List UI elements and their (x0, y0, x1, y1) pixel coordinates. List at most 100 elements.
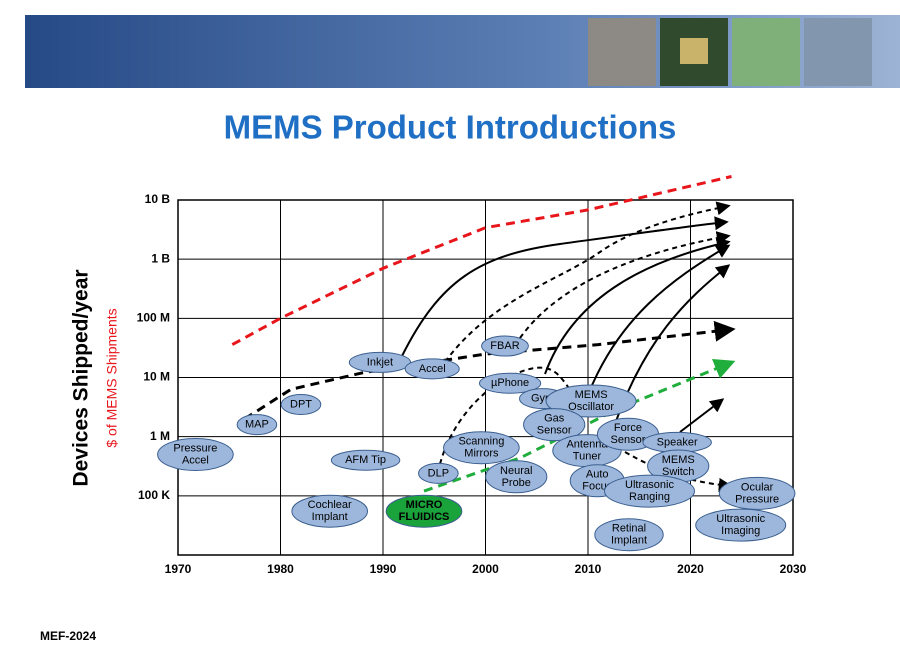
product-label-line: Neural (500, 465, 532, 477)
product-label-line: Probe (502, 477, 531, 489)
product-label-line: DLP (428, 467, 449, 479)
y-tick-label: 100 M (137, 311, 170, 325)
product-label: FBAR (490, 340, 519, 352)
product-label-line: Inkjet (367, 356, 393, 368)
product-point (330, 449, 401, 471)
product-label-line: Pressure (735, 493, 779, 505)
footer: MEF-2024 (40, 629, 96, 643)
product-label: Ultrasonic Imaging (716, 513, 765, 537)
y-tick-label: 1 B (151, 251, 170, 265)
header-photo-detail (680, 38, 708, 64)
product-label: Ocular Pressure (735, 481, 779, 505)
product-point (418, 462, 459, 484)
product-label-line: MEMS (662, 454, 695, 466)
product-label-line: MEMS (575, 389, 608, 401)
products: Pressure AccelMAPDPTInkjetAccelFBARµPhone… (157, 335, 796, 552)
title: MEMS Product Introductions (224, 109, 677, 146)
product-label-line: Ultrasonic (716, 513, 765, 525)
product-point (236, 414, 278, 436)
product-label-line: Ranging (629, 491, 670, 503)
product-label-line: Gas (544, 412, 565, 424)
product-label-line: Imaging (721, 525, 760, 537)
product-label: DPT (290, 398, 312, 410)
product-label: DLP (428, 467, 449, 479)
product-label-line: Retinal (612, 523, 646, 535)
product-point (594, 518, 664, 552)
product-label-line: Accel (182, 454, 209, 466)
product-label-line: FLUIDICS (399, 511, 450, 523)
y-tick-label: 10 B (145, 192, 171, 206)
x-tick-label: 2000 (472, 562, 499, 576)
product-label-line: Sensor (611, 434, 646, 446)
product-point (291, 494, 369, 528)
product-label-line: Implant (312, 511, 348, 523)
product-label-line: Auto (586, 469, 609, 481)
y-tick-label: 1 M (150, 429, 170, 443)
product-label-line: Ultrasonic (625, 479, 674, 491)
x-tick-label: 1980 (267, 562, 294, 576)
product-label: Scanning Mirrors (458, 436, 504, 460)
product-label: Ultrasonic Ranging (625, 479, 674, 503)
product-label-line: Sensor (537, 424, 572, 436)
y-axis-label: Devices Shipped/year (70, 269, 93, 486)
trend-arrow (544, 237, 731, 375)
product-label-line: Implant (611, 535, 647, 547)
product-label-line: Tuner (573, 451, 602, 463)
product-label-line: Force (614, 422, 642, 434)
trend-arrow (679, 398, 725, 433)
x-tick-label: 2010 (575, 562, 602, 576)
product-label-line: µPhone (491, 377, 529, 389)
product-label-line: MICRO (406, 499, 443, 511)
product-point (443, 431, 520, 465)
product-label: MAP (245, 418, 269, 430)
trend-arrow (519, 231, 731, 339)
product-label-line: Cochlear (308, 499, 352, 511)
product-point (485, 460, 548, 494)
product-point (404, 358, 460, 380)
product-label-line: Accel (419, 363, 446, 375)
product-label: Accel (419, 363, 446, 375)
product-label: Neural Probe (500, 465, 532, 489)
product-label: µPhone (491, 377, 529, 389)
header-photo (588, 18, 656, 86)
product-label-line: Speaker (657, 436, 698, 448)
product-label: Pressure Accel (173, 442, 217, 466)
header-photo (804, 18, 872, 86)
product-label-line: FBAR (490, 340, 519, 352)
product-point (604, 474, 695, 508)
product-label: MEMS Switch (662, 454, 695, 478)
product-label: Speaker (657, 436, 698, 448)
y-tick-label: 100 K (138, 488, 170, 502)
trend-arrow (444, 201, 731, 363)
trend-line (231, 175, 732, 346)
product-point (695, 508, 787, 542)
product-point (385, 494, 463, 528)
product-label: MEMS Oscillator (568, 389, 614, 413)
product-label: MICRO FLUIDICS (399, 499, 450, 523)
product-point (157, 437, 234, 471)
product-label-line: Scanning (458, 436, 504, 448)
product-label-line: Mirrors (464, 448, 499, 460)
product-label: Gas Sensor (537, 412, 572, 436)
product-point (523, 408, 586, 442)
product-point (280, 393, 322, 415)
product-label-line: AFM Tip (345, 454, 386, 466)
product-label: Retinal Implant (611, 523, 647, 547)
trend-arrow (589, 244, 731, 391)
product-label-line: Pressure (173, 442, 217, 454)
y2-axis-label: $ of MEMS Shipments (104, 308, 120, 447)
y-tick-label: 10 M (143, 370, 170, 384)
product-label-line: Switch (662, 466, 694, 478)
product-point (481, 335, 529, 357)
product-point (479, 372, 542, 394)
product-label: Force Sensor (611, 422, 646, 446)
product-label: AFM Tip (345, 454, 386, 466)
product-point (545, 384, 637, 418)
x-tick-label: 1990 (370, 562, 397, 576)
plot-frame (177, 199, 794, 556)
trend-line (243, 320, 736, 421)
trend-arrow (401, 216, 729, 357)
product-label-line: MAP (245, 418, 269, 430)
